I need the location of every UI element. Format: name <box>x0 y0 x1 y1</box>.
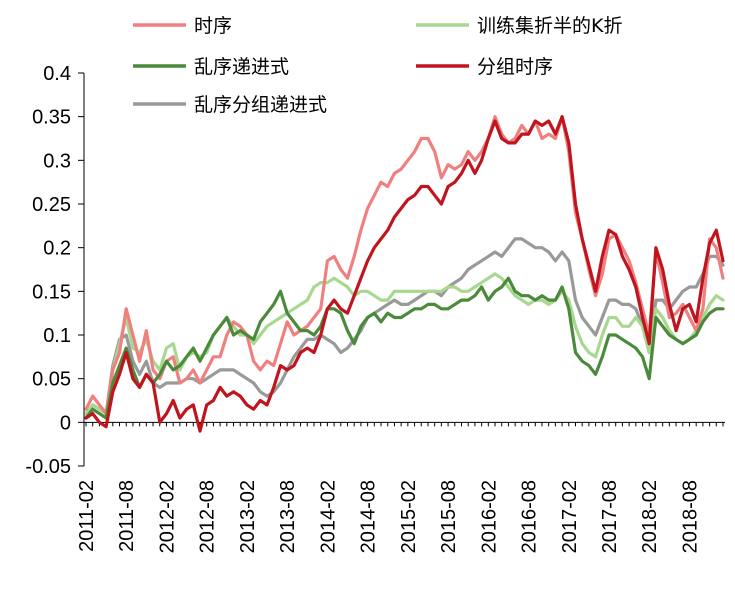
legend-label: 乱序分组递进式 <box>194 94 327 116</box>
y-tick-label: 0.15 <box>32 281 71 303</box>
y-tick-label: 0.1 <box>43 325 71 347</box>
legend-label: 训练集折半的K折 <box>477 15 622 37</box>
y-tick-label: 0.2 <box>43 238 71 260</box>
legend-item-kfold: 训练集折半的K折 <box>416 15 622 37</box>
x-tick-label: 2012-08 <box>197 480 219 553</box>
x-tick-label: 2014-02 <box>317 480 339 553</box>
legend: 时序 训练集折半的K折 乱序递进式 分组时序 乱序分组递进式 <box>133 15 622 116</box>
x-tick-label: 2011-08 <box>116 480 138 552</box>
x-tick-label: 2012-02 <box>156 480 178 553</box>
series-line-2 <box>84 276 725 420</box>
x-tick-label: 2017-02 <box>559 480 581 553</box>
legend-label: 乱序递进式 <box>194 56 289 78</box>
legend-item-fenzu-shixu: 分组时序 <box>416 56 553 78</box>
legend-label: 分组时序 <box>477 56 553 78</box>
y-tick-label: 0.25 <box>32 194 71 216</box>
x-tick-label: 2018-08 <box>679 480 701 553</box>
x-tick-label: 2017-08 <box>599 480 621 553</box>
axes: -0.05 0 0.05 0.1 0.15 0.2 0.25 0.3 0.35 0.4 2011-0… <box>25 63 725 553</box>
legend-item-luanxu-dijin: 乱序递进式 <box>133 56 289 78</box>
legend-item-luanxu-fenzu-dijin: 乱序分组递进式 <box>133 94 327 116</box>
legend-item-shixu: 时序 <box>133 15 232 37</box>
x-tick-label: 2015-08 <box>438 480 460 553</box>
series-layer <box>84 115 725 433</box>
x-tick-label: 2018-02 <box>639 480 661 553</box>
x-tick-label: 2011-02 <box>76 480 98 552</box>
y-tick-label: -0.05 <box>25 456 71 478</box>
y-tick-label: 0.4 <box>43 63 71 85</box>
series-line-3 <box>84 115 725 433</box>
y-tick-label: 0.35 <box>32 107 71 129</box>
x-tick-label: 2014-08 <box>358 480 380 553</box>
y-tick-label: 0.3 <box>43 150 71 172</box>
x-tick-label: 2016-08 <box>519 480 541 553</box>
series-line-4 <box>84 237 725 420</box>
x-tick-label: 2016-02 <box>478 480 500 553</box>
y-tick-label: 0 <box>60 412 71 434</box>
x-tick-label: 2015-02 <box>398 480 420 553</box>
x-tick-label: 2013-02 <box>237 480 259 553</box>
series-line-1 <box>84 272 725 416</box>
x-tick-label: 2013-08 <box>277 480 299 553</box>
y-tick-label: 0.05 <box>32 369 71 391</box>
legend-label: 时序 <box>194 15 232 37</box>
